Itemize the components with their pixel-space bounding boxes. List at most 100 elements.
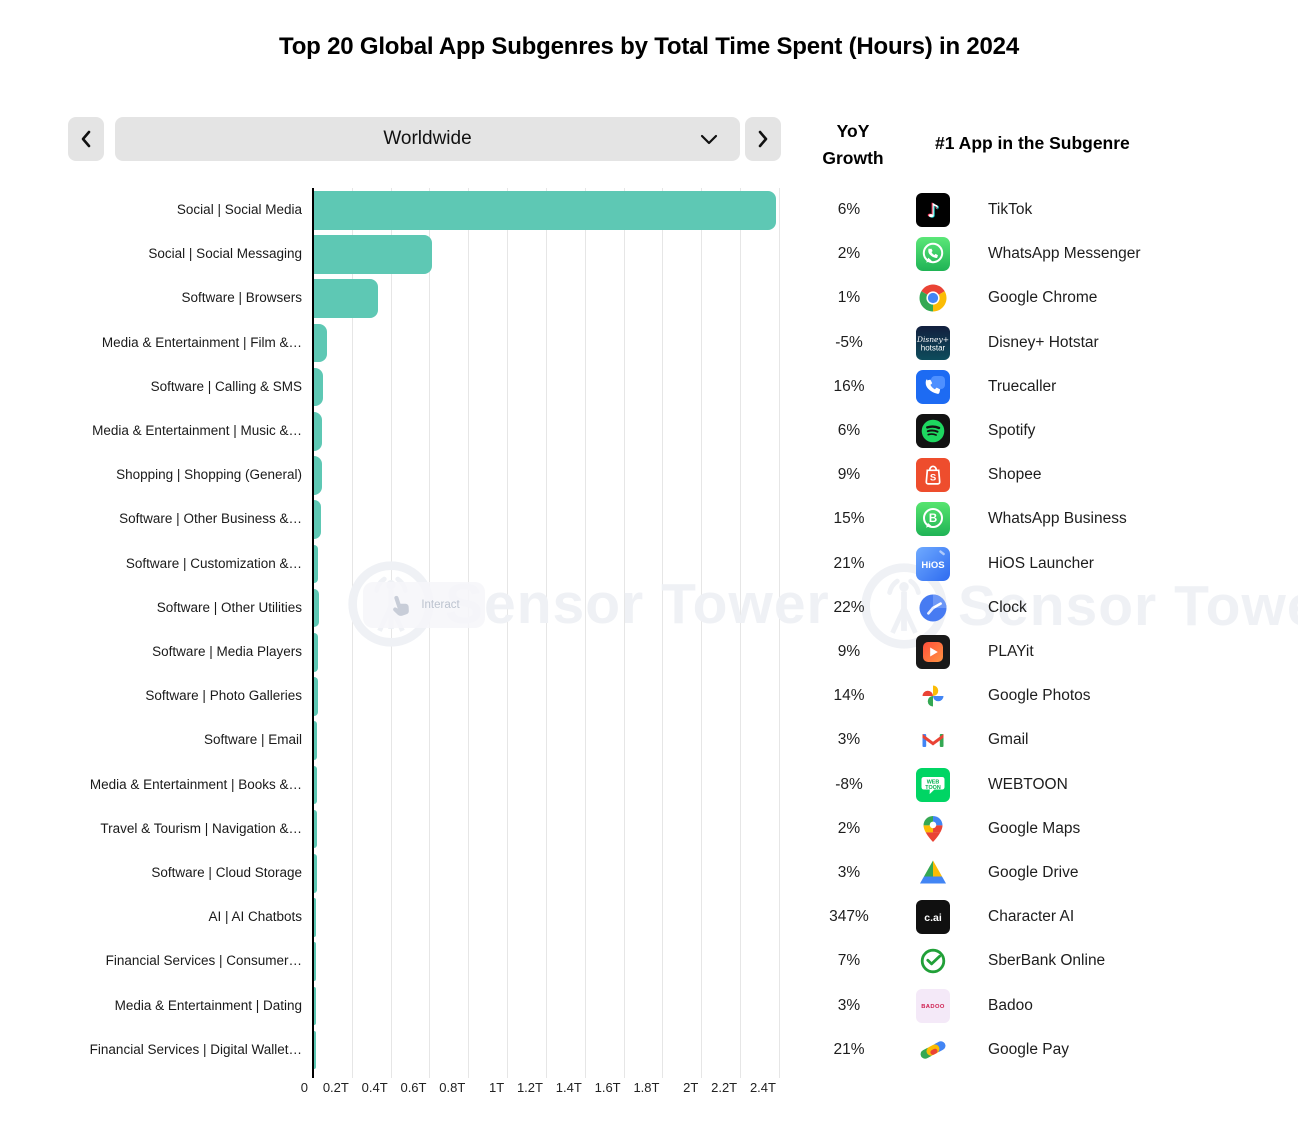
svg-text:c.ai: c.ai (924, 912, 942, 924)
chart-row: Social | Social Messaging 2% WhatsApp Mess… (0, 232, 1298, 276)
subgenre-label: Software | Calling & SMS (150, 378, 302, 394)
time-spent-bar[interactable] (314, 588, 320, 628)
prev-region-button[interactable] (68, 117, 104, 161)
svg-text:Disney+: Disney+ (916, 334, 949, 343)
x-axis-tick: 0.4T (361, 1080, 388, 1095)
x-axis-tick: 0.8T (439, 1080, 466, 1095)
yoy-growth-value: 21% (833, 1040, 865, 1058)
chart-row: Media & Entertainment | Film &… -5% Disney… (0, 321, 1298, 365)
subgenre-label: Social | Social Messaging (148, 246, 302, 262)
svg-text:hotstar: hotstar (921, 343, 946, 352)
subgenre-label: Software | Browsers (181, 290, 302, 306)
yoy-growth-value: 16% (833, 377, 865, 395)
time-spent-bar[interactable] (314, 677, 318, 716)
webtoon-icon: WEB TOON (916, 767, 950, 802)
chart-row: Software | Other Utilities 22% Clock (0, 586, 1298, 630)
whatsapp-business-icon: B (916, 502, 950, 537)
next-region-button[interactable] (745, 117, 781, 161)
x-axis-tick: 2.2T (711, 1080, 738, 1095)
time-spent-bar[interactable] (314, 456, 323, 495)
time-spent-bar[interactable] (314, 279, 379, 318)
time-spent-bar[interactable] (314, 367, 323, 407)
column-header-top-app: #1 App in the Subgenre (935, 133, 1130, 153)
x-axis-tick-labels: 0 0.2T 0.4T 0.6T 0.8T 1T 1.2T 1.4T 1.6T 1.8T 2T 2.2… (0, 1080, 1298, 1100)
time-spent-bar[interactable] (314, 1030, 316, 1070)
x-axis-tick: 1.6T (594, 1080, 621, 1095)
chart-row: Software | Customization &… 21% HiOS HiOS L… (0, 542, 1298, 586)
chart-row: Software | Cloud Storage 3% Google Drive (0, 851, 1298, 895)
chart-row: Social | Social Media 6% ♪ ♪ ♪ TikTok (0, 188, 1298, 232)
gridline (662, 188, 664, 1078)
time-spent-bar[interactable] (314, 898, 317, 937)
top-app-name: Google Maps (988, 819, 1081, 837)
subgenre-label: Travel & Tourism | Navigation &… (100, 820, 302, 836)
yoy-growth-value: 22% (833, 598, 865, 616)
x-axis-tick: 1.8T (633, 1080, 660, 1095)
svg-text:♪: ♪ (927, 200, 939, 222)
time-spent-bar[interactable] (314, 412, 323, 451)
chrome-icon (916, 281, 950, 315)
time-spent-bar[interactable] (314, 633, 319, 672)
chart-row: Shopping | Shopping (General) 9% S Shopee (0, 453, 1298, 497)
subgenre-label: Software | Customization &… (125, 555, 302, 571)
time-spent-bar[interactable] (314, 323, 327, 363)
google-pay-icon (916, 1033, 950, 1067)
region-dropdown-value: Worldwide (383, 128, 472, 149)
top-app-name: Badoo (988, 996, 1033, 1014)
x-axis-tick: 0.6T (400, 1080, 427, 1095)
top-app-name: Google Pay (988, 1040, 1069, 1058)
yoy-growth-value: 1% (837, 289, 861, 307)
gridline (778, 188, 780, 1078)
time-spent-bar[interactable] (314, 765, 317, 805)
top-app-name: PLAYit (988, 643, 1034, 660)
top-app-name: Gmail (988, 731, 1029, 749)
subgenre-label: Software | Other Utilities (156, 599, 302, 615)
time-spent-bar[interactable] (314, 809, 318, 849)
yoy-growth-value: 9% (837, 643, 861, 660)
y-axis-line (312, 188, 314, 1078)
gmail-icon (916, 723, 950, 757)
yoy-growth-value: 9% (837, 466, 861, 484)
yoy-growth-value: 3% (837, 864, 861, 881)
top-app-name: WhatsApp Business (988, 510, 1127, 528)
top-app-name: Spotify (988, 422, 1036, 439)
page-title: Top 20 Global App Subgenres by Total Tim… (279, 33, 1019, 60)
svg-text:TOON: TOON (925, 784, 941, 790)
chart-row: Software | Calling & SMS 16% Truecaller (0, 365, 1298, 409)
google-drive-icon (916, 856, 950, 890)
top-app-name: Disney+ Hotstar (988, 333, 1099, 351)
column-header-yoy-growth: YoY Growth (822, 121, 884, 168)
subgenre-label: Media & Entertainment | Dating (114, 997, 302, 1013)
time-spent-bar[interactable] (314, 942, 316, 981)
yoy-growth-value: -8% (835, 775, 863, 793)
time-spent-bar[interactable] (314, 721, 318, 760)
subgenre-label: Social | Social Media (176, 202, 302, 217)
top-app-name: Character AI (988, 908, 1075, 926)
chart-row: Financial Services | Digital Wallet… 21% G… (0, 1028, 1298, 1072)
svg-text:WEB: WEB (927, 779, 940, 785)
subgenre-label: Financial Services | Consumer… (105, 953, 302, 969)
svg-text:♪: ♪ (926, 200, 938, 222)
subgenre-label: Software | Other Business &… (119, 511, 302, 527)
time-spent-bar[interactable] (314, 500, 321, 539)
x-axis-tick: 1.2T (516, 1080, 543, 1095)
character-ai-icon: c.ai (916, 900, 950, 935)
top-app-name: TikTok (988, 201, 1033, 218)
time-spent-bar[interactable] (314, 235, 433, 274)
yoy-growth-value: 14% (833, 687, 865, 705)
yoy-growth-value: 2% (837, 819, 861, 837)
truecaller-icon (916, 369, 950, 404)
time-spent-bar[interactable] (314, 191, 777, 230)
region-dropdown[interactable]: Worldwide (115, 117, 740, 161)
hios-launcher-icon: HiOS (916, 546, 950, 581)
chart-row: Media & Entertainment | Books &… -8% WEB TO… (0, 763, 1298, 807)
yoy-growth-value: -5% (835, 333, 863, 351)
time-spent-bar[interactable] (314, 854, 317, 893)
x-axis-tick: 1T (488, 1080, 505, 1095)
time-spent-bar[interactable] (314, 544, 319, 584)
subgenre-label: Financial Services | Digital Wallet… (89, 1041, 302, 1057)
time-spent-bar[interactable] (314, 986, 316, 1026)
subgenre-label: Media & Entertainment | Film &… (101, 334, 302, 350)
yoy-growth-value: 3% (837, 731, 861, 749)
subgenre-label: Software | Photo Galleries (145, 688, 302, 704)
